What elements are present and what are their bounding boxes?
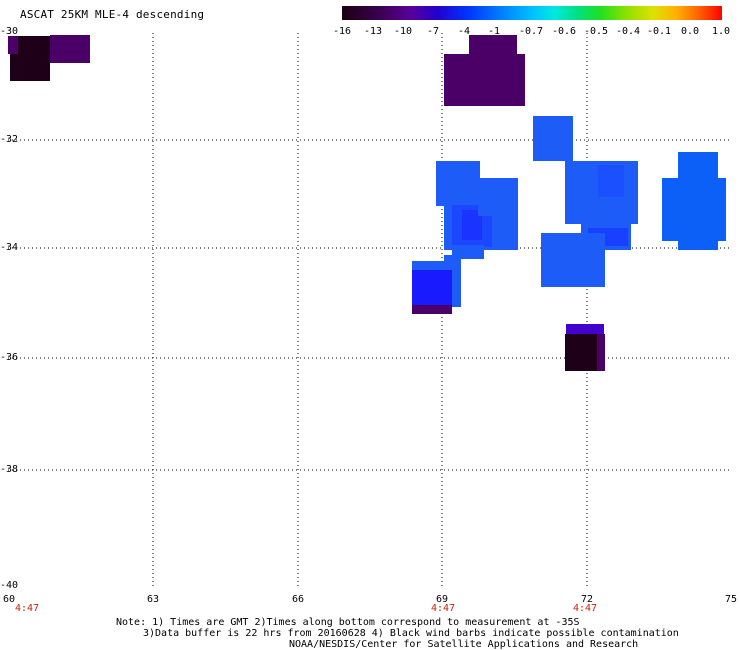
- lon-label: 60: [2, 594, 16, 605]
- data-patch: [598, 165, 624, 197]
- colorbar-label: -13: [363, 26, 383, 37]
- colorbar-label: -0.7: [518, 26, 544, 37]
- note-line-1: Note: 1) Times are GMT 2)Times along bot…: [116, 617, 580, 628]
- lon-label: 75: [724, 594, 738, 605]
- colorbar-label: -4: [457, 26, 471, 37]
- time-label: 4:47: [14, 603, 40, 614]
- colorbar-label: -0.4: [615, 26, 641, 37]
- time-label: 4:47: [572, 603, 598, 614]
- data-patch: [412, 270, 452, 306]
- colorbar-label: 0.0: [680, 26, 700, 37]
- lon-label: 63: [146, 594, 160, 605]
- colorbar-labels: -16 -13 -10 -7 -4 -1 -0.7 -0.6 -0.5 -0.4…: [332, 26, 740, 40]
- lat-label: -40: [0, 580, 19, 591]
- data-patch: [469, 35, 517, 57]
- gridlines: [8, 33, 732, 586]
- data-patch: [50, 35, 90, 63]
- colorbar-label: -1: [487, 26, 501, 37]
- lat-label: -34: [0, 242, 19, 253]
- lon-label: 72: [580, 594, 594, 605]
- data-patch: [478, 186, 518, 216]
- colorbar-label: -0.1: [646, 26, 672, 37]
- colorbar-label: 1.0: [711, 26, 731, 37]
- data-patch: [566, 324, 604, 336]
- data-patch: [678, 152, 718, 182]
- colorbar-gradient: [342, 6, 722, 20]
- lat-label: -38: [0, 464, 19, 475]
- data-patches: [8, 35, 726, 371]
- map-title: ASCAT 25KM MLE-4 descending: [20, 8, 205, 21]
- data-patch: [8, 36, 18, 54]
- colorbar-label: -7: [426, 26, 440, 37]
- colorbar: [342, 6, 722, 20]
- time-label: 4:47: [430, 603, 456, 614]
- lat-label: -36: [0, 352, 19, 363]
- data-patch: [462, 210, 482, 240]
- data-patch: [412, 305, 452, 314]
- colorbar-label: -0.5: [583, 26, 609, 37]
- data-patch: [444, 54, 525, 106]
- lon-label: 69: [435, 594, 449, 605]
- lat-label: -32: [0, 134, 19, 145]
- note-line-2: 3)Data buffer is 22 hrs from 20160628 4)…: [143, 628, 679, 639]
- data-patch: [541, 233, 605, 287]
- lat-label: -30: [0, 26, 19, 37]
- data-patch: [678, 195, 718, 250]
- lon-label: 66: [291, 594, 305, 605]
- colorbar-label: -10: [393, 26, 413, 37]
- colorbar-label: -0.6: [551, 26, 577, 37]
- data-patch: [597, 334, 605, 371]
- data-patch: [533, 116, 573, 161]
- note-line-3: NOAA/NESDIS/Center for Satellite Applica…: [289, 639, 639, 650]
- colorbar-label: -16: [332, 26, 352, 37]
